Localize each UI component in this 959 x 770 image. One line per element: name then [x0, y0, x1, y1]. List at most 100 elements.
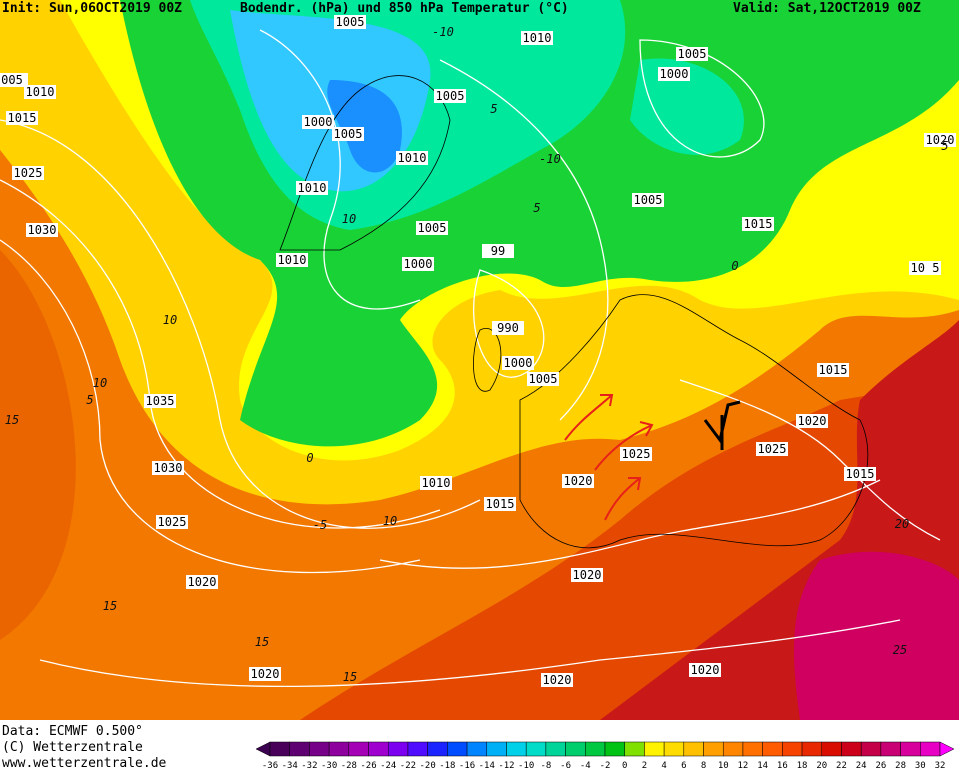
annotation-arrows: [564, 394, 654, 521]
temperature-label: 15: [255, 635, 269, 649]
isobar: [39, 619, 901, 688]
colorbar-label: -20: [420, 761, 436, 770]
isobar-label: 1010: [398, 151, 427, 165]
colorbar-box: [663, 741, 685, 757]
colorbar-box: [368, 741, 389, 757]
isobar-label-box: [156, 515, 188, 529]
colorbar-box: [407, 741, 428, 757]
isobar-label: 99: [491, 244, 505, 258]
isobar-label-box: [676, 47, 708, 61]
isobar: [379, 479, 881, 569]
colorbar-label: -18: [439, 761, 455, 770]
isobar-label-box: [6, 111, 38, 125]
isobar-label: 1015: [486, 497, 515, 511]
isobar: [0, 239, 421, 574]
colorbar-label: -26: [360, 761, 376, 770]
colorbar-box: [880, 741, 901, 757]
isobar-label: 1025: [14, 166, 43, 180]
isobar-label-box: [924, 133, 956, 147]
temperature-label: -5: [313, 518, 327, 532]
colorbar-box: [703, 741, 724, 757]
isobar-label-box: [26, 223, 58, 237]
isobar-label: 1005: [336, 15, 365, 29]
isobar-label-box: [492, 321, 524, 335]
isobar-label-box: [658, 67, 690, 81]
isobar-label-box: [296, 181, 328, 195]
colorbar-label: -6: [560, 761, 571, 770]
isobar-label: 1020: [564, 474, 593, 488]
isobar-label: 1010: [278, 253, 307, 267]
isobar-label: 1005: [529, 372, 558, 386]
colorbar-label: -10: [518, 761, 534, 770]
isobar-label-box: [302, 115, 334, 129]
isobar-label-box: [402, 257, 434, 271]
isobar-label: 1015: [8, 111, 37, 125]
isobar-label-box: [249, 667, 281, 681]
isobar-label: 1005: [418, 221, 447, 235]
colorbar-box: [545, 741, 566, 757]
colorbar-box: [900, 741, 921, 757]
isobar-label-box: [0, 73, 28, 87]
isobar-label: 1020: [798, 414, 827, 428]
isobar-label-box: [420, 476, 452, 490]
colorbar-label: -16: [459, 761, 475, 770]
isobar-label-box: [12, 166, 44, 180]
temperature-label: 10: [93, 376, 107, 390]
temperature-label: 10: [342, 212, 356, 226]
colorbar-label: 22: [836, 761, 847, 770]
colorbar-box: [860, 741, 882, 757]
colorbar-label: 6: [681, 761, 686, 770]
isobar-label: 1020: [251, 667, 280, 681]
isobar-label-box: [756, 442, 788, 456]
annotation-mark: [703, 400, 741, 450]
colorbar-box: [269, 741, 290, 757]
colorbar-box: [486, 741, 507, 757]
isobar-label-box: [541, 673, 573, 687]
temperature-label: 20: [895, 517, 909, 531]
isobar-label: 1010: [26, 85, 55, 99]
isobar-label: 1020: [543, 673, 572, 687]
colorbar-box: [920, 741, 941, 757]
colorbar-label: 4: [661, 761, 666, 770]
colorbar-label: -36: [262, 761, 278, 770]
colorbar-label: -34: [282, 761, 298, 770]
isobar-label: 1030: [28, 223, 57, 237]
colorbar-label: 30: [915, 761, 926, 770]
colorbar-label: 14: [757, 761, 768, 770]
colorbar-box: [722, 741, 744, 757]
isobar-label: 1020: [573, 568, 602, 582]
isobar-label: 1035: [146, 394, 175, 408]
colorbar-label: 10: [718, 761, 729, 770]
colorbar-box: [683, 741, 704, 757]
arrow: [594, 421, 654, 471]
temperature-label: 5: [941, 139, 948, 153]
colorbar-label: -28: [341, 761, 357, 770]
temperature-label: 5: [533, 201, 540, 215]
isobar-label: 1000: [304, 115, 333, 129]
colorbar-label: 16: [777, 761, 788, 770]
arrow: [604, 477, 642, 521]
isobar-label: 005: [1, 73, 23, 87]
colorbar-label: -14: [479, 761, 495, 770]
isobar-label: 1000: [504, 356, 533, 370]
isobar-label: 1015: [819, 363, 848, 377]
isobar: [679, 379, 941, 541]
colorbar-label: 26: [875, 761, 886, 770]
europe: [519, 294, 869, 549]
isobar-label-box: [144, 394, 176, 408]
isobar-label-box: [24, 85, 56, 99]
isobar: [259, 29, 421, 310]
map-title: Bodendr. (hPa) und 850 hPa Temperatur (°…: [240, 1, 569, 16]
temp-area: [630, 58, 744, 155]
isobar-label: 1005: [334, 127, 363, 141]
temperature-label: 15: [103, 599, 117, 613]
temp-area: [794, 551, 959, 720]
isobar: [439, 59, 609, 421]
isobar-label-box: [484, 497, 516, 511]
temperature-label: 10: [383, 514, 397, 528]
temperature-label: 10: [163, 313, 177, 327]
temperature-label: 0: [306, 451, 313, 465]
colorbar-label: 12: [738, 761, 749, 770]
